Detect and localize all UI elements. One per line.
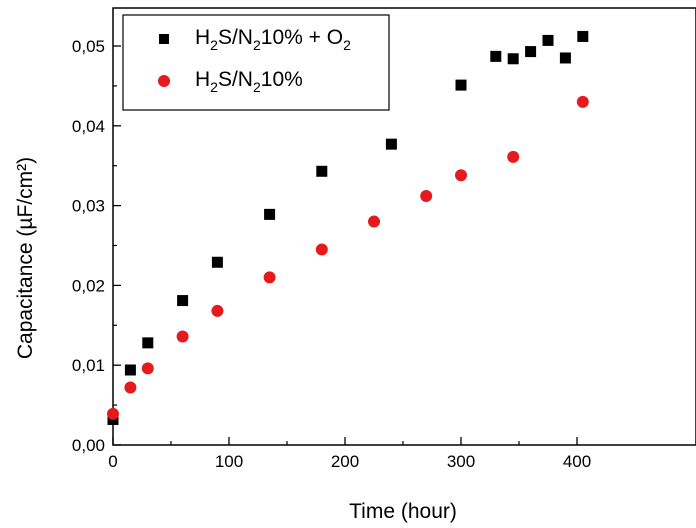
- data-point-circle: [315, 243, 328, 256]
- x-tick-label: 100: [215, 452, 243, 471]
- data-point-circle: [368, 215, 380, 228]
- x-tick-label: 0: [108, 452, 117, 471]
- legend-marker-square: [159, 34, 169, 44]
- plot-frame: [112, 7, 696, 446]
- data-point-circle: [455, 169, 467, 182]
- data-point-circle: [211, 304, 224, 317]
- legend-label: H2S/N210% + O2: [195, 26, 351, 53]
- x-axis-title: Time (hour): [349, 500, 457, 523]
- data-point-square: [177, 295, 189, 307]
- data-point-square: [316, 165, 328, 177]
- data-point-circle: [507, 150, 520, 163]
- data-point-circle: [107, 407, 119, 420]
- data-point-square: [490, 50, 502, 62]
- x-tick-label: 300: [447, 452, 475, 471]
- y-tick-label: 0,03: [72, 197, 105, 216]
- legend-box: [122, 14, 390, 111]
- legend-label: H2S/N210%: [195, 68, 303, 95]
- data-point-circle: [176, 330, 189, 343]
- x-axis: 0 100 200 300 400: [108, 437, 591, 471]
- data-point-circle: [420, 190, 433, 203]
- y-tick-label: 0,00: [72, 436, 105, 455]
- data-point-square: [264, 208, 276, 220]
- y-tick-label: 0,05: [72, 37, 105, 56]
- x-tick-label: 400: [563, 452, 591, 471]
- data-point-square: [142, 337, 154, 349]
- y-tick-label: 0,04: [72, 117, 105, 136]
- data-point-square: [385, 138, 397, 150]
- data-point-square: [542, 34, 554, 46]
- data-point-square: [455, 79, 467, 91]
- y-tick-label: 0,02: [72, 276, 105, 295]
- series-layer: [107, 30, 589, 425]
- legend: H2S/N210% + O2 H2S/N210%: [122, 14, 390, 111]
- data-point-circle: [124, 381, 137, 394]
- data-point-square: [577, 30, 589, 42]
- data-point-square: [507, 53, 519, 65]
- y-axis-title: Capacitance (µF/cm²): [14, 157, 37, 359]
- data-point-square: [559, 52, 571, 64]
- data-point-circle: [576, 95, 589, 108]
- data-point-circle: [141, 362, 154, 375]
- y-axis: 0,00 0,01 0,02 0,03 0,04 0,05: [72, 37, 121, 455]
- data-point-square: [211, 256, 223, 268]
- data-point-square: [124, 364, 136, 376]
- legend-marker-circle: [158, 75, 170, 87]
- x-tick-label: 200: [331, 452, 359, 471]
- data-point-circle: [263, 271, 276, 284]
- data-point-square: [525, 46, 537, 58]
- y-tick-label: 0,01: [72, 356, 105, 375]
